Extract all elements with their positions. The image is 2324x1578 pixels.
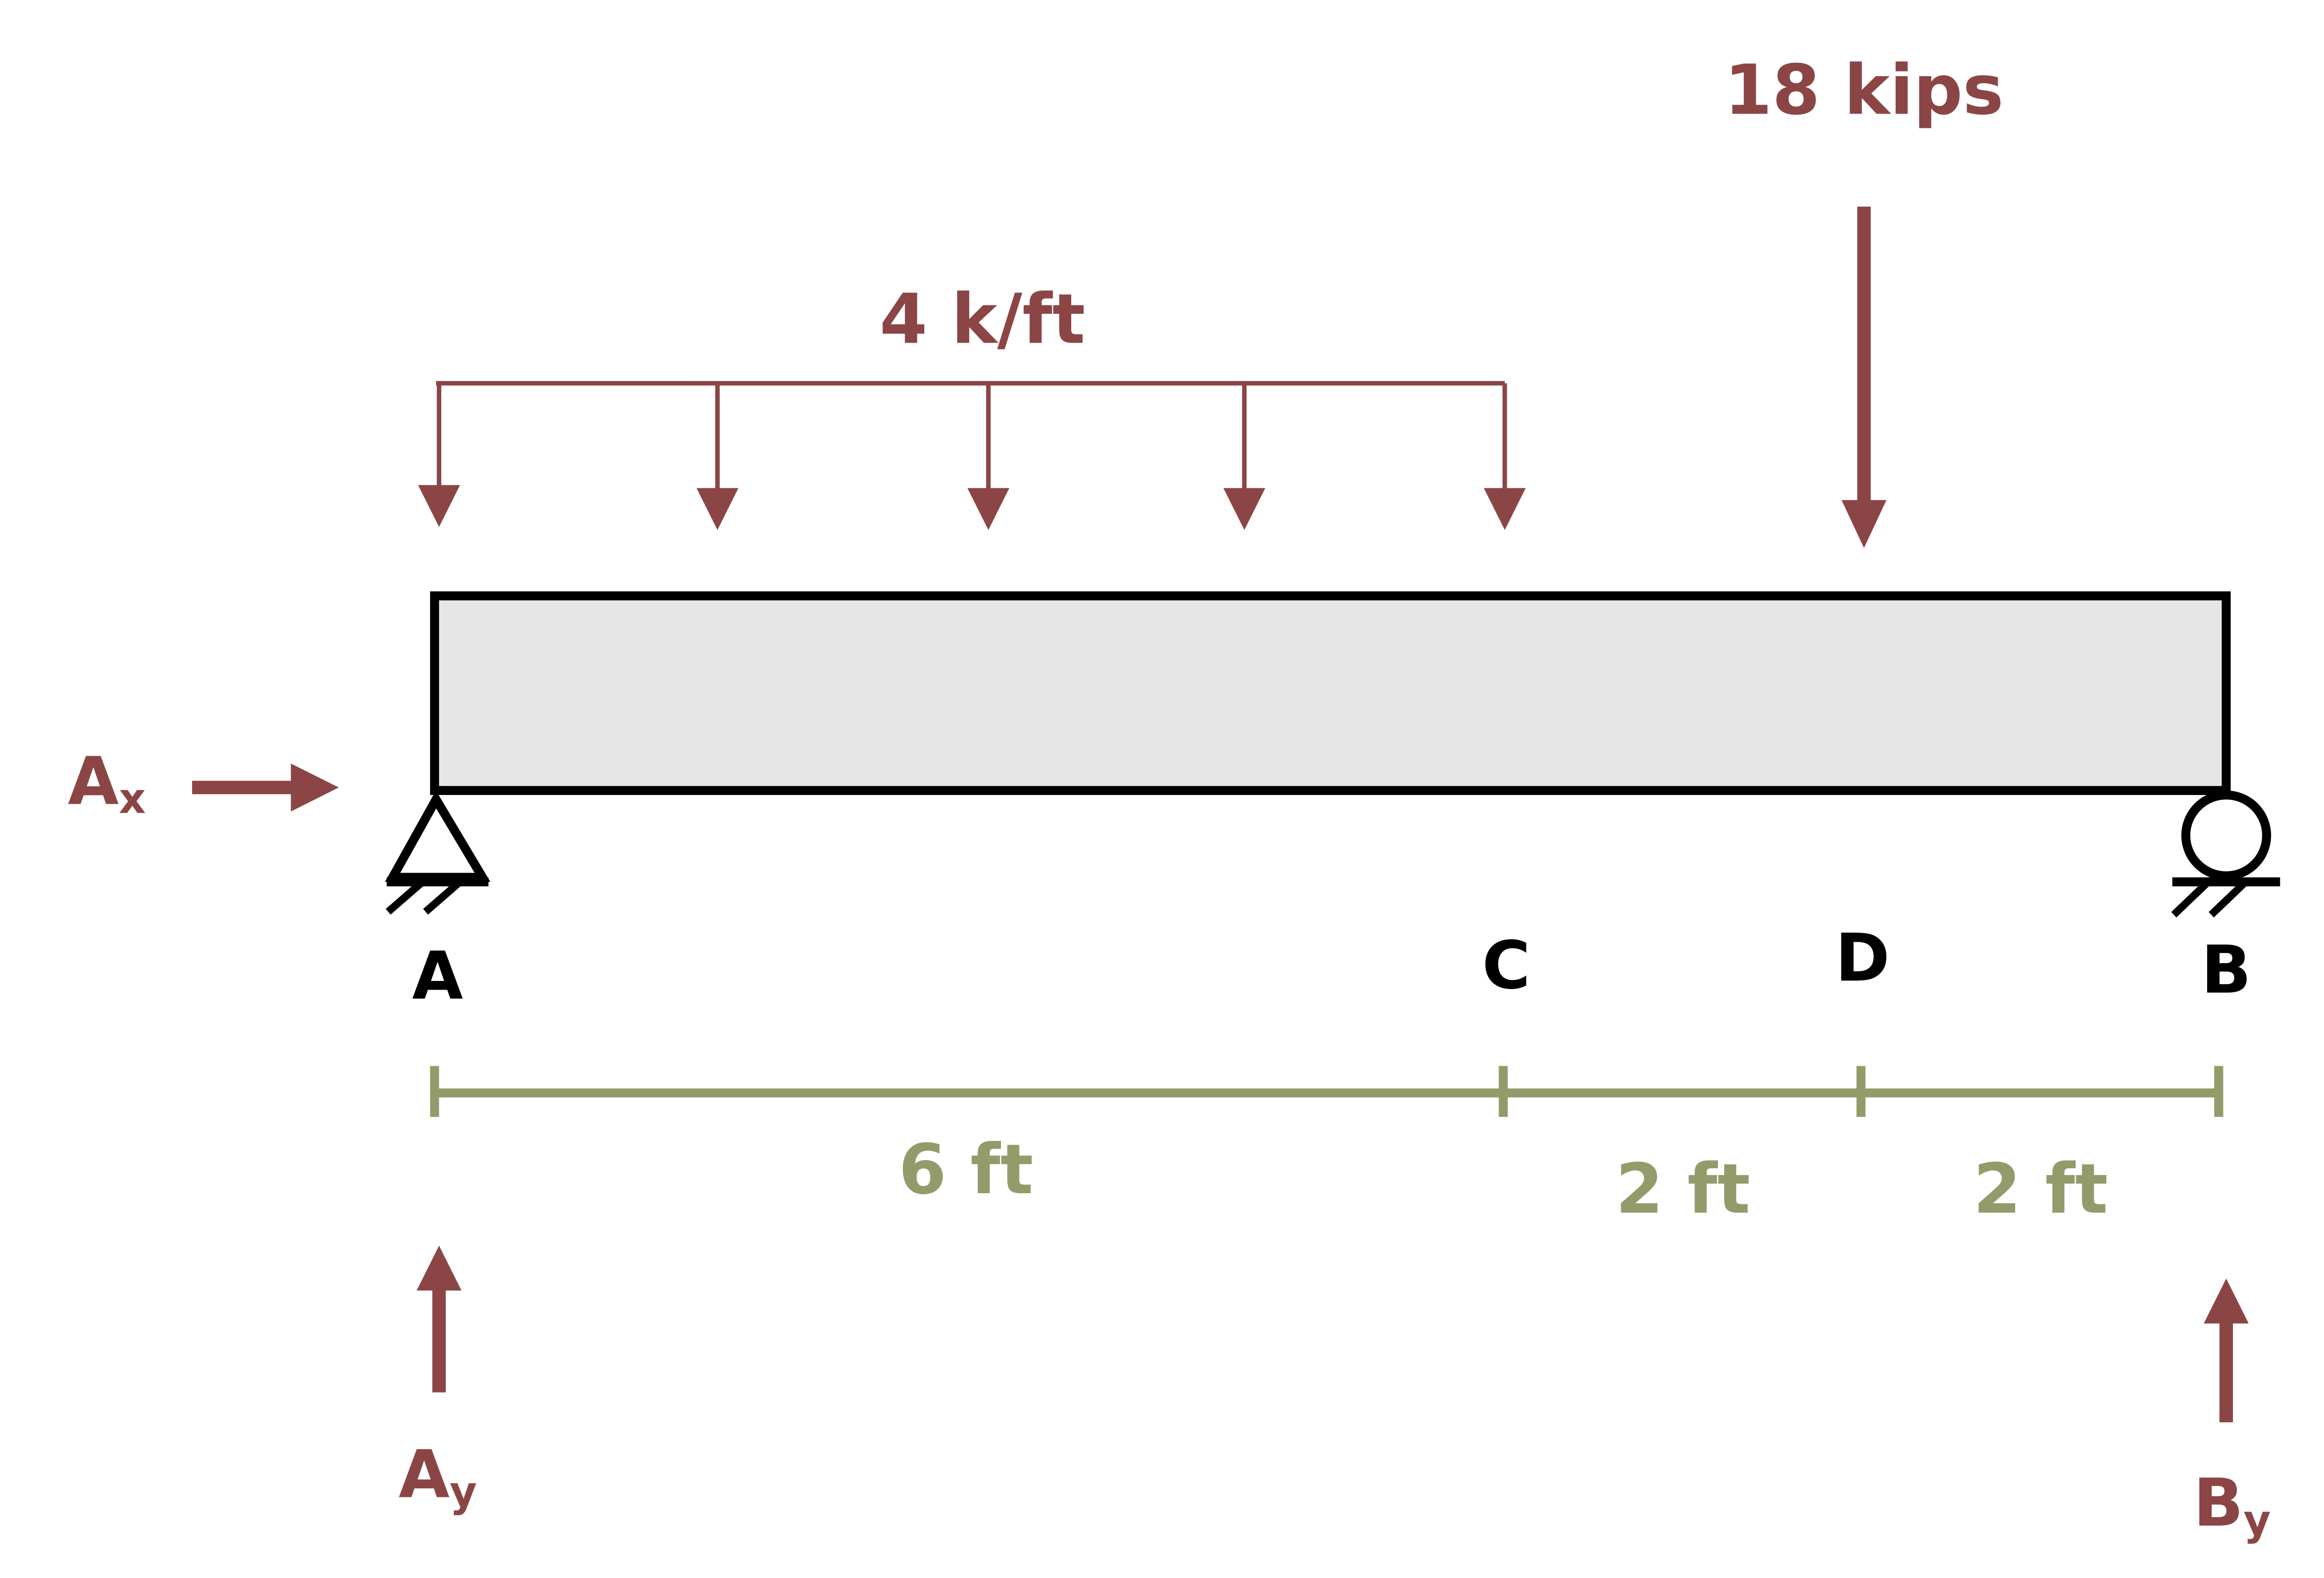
point-b-label: B <box>2201 932 2251 1008</box>
pin-support <box>385 790 491 915</box>
dimension-ac-label: 6 ft <box>899 1129 1033 1209</box>
reaction-ax-arrow <box>192 763 339 812</box>
distributed-load <box>418 381 1526 530</box>
reaction-by-label: By <box>2193 1465 2271 1545</box>
reaction-ay-arrow <box>416 1245 462 1393</box>
point-load-label: 18 kips <box>1724 50 2003 130</box>
dimension-cd-label: 2 ft <box>1615 1149 1750 1229</box>
beam <box>430 591 2231 795</box>
dimension-line <box>430 1066 2223 1117</box>
point-d-label: D <box>1835 920 1890 996</box>
point-c-label: C <box>1482 927 1531 1004</box>
reaction-ay-label: Ay <box>399 1436 477 1516</box>
reaction-by-arrow <box>2204 1279 2249 1423</box>
point-load-arrow <box>1841 207 1887 548</box>
point-a-label: A <box>412 938 463 1014</box>
distributed-load-label: 4 k/ft <box>880 279 1085 359</box>
roller-support <box>2171 790 2280 918</box>
reaction-ax-label: Ax <box>68 743 146 823</box>
dimension-db-label: 2 ft <box>1973 1149 2108 1229</box>
